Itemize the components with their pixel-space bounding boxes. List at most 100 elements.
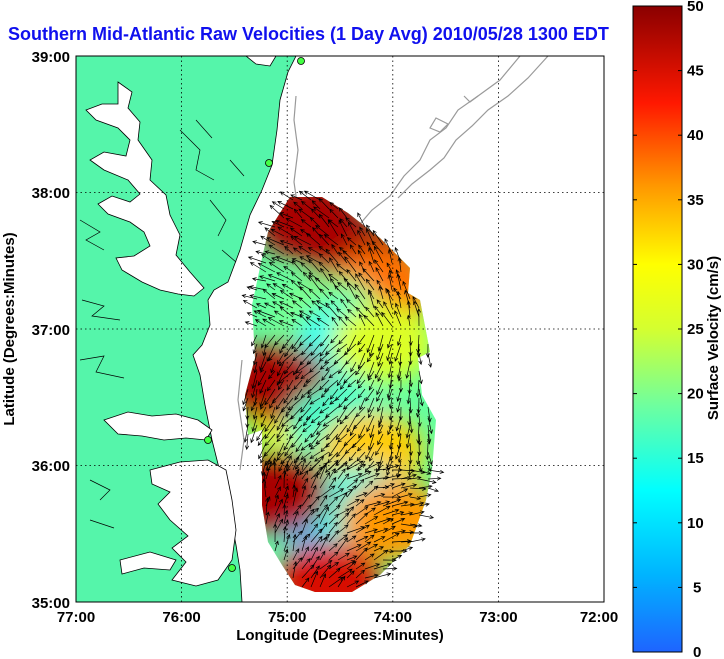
velocity-arrow — [337, 433, 348, 443]
velocity-arrow — [366, 241, 375, 255]
velocity-arrow — [295, 361, 312, 374]
velocity-arrow — [337, 492, 348, 507]
velocity-arrow — [346, 415, 357, 433]
velocity-arrow — [262, 478, 267, 498]
velocity-arrow — [270, 228, 285, 237]
velocity-arrow — [368, 406, 375, 419]
velocity-arrow — [300, 442, 312, 451]
velocity-arrow — [395, 302, 402, 318]
velocity-arrow — [391, 517, 406, 525]
velocity-arrow — [346, 298, 357, 309]
velocity-arrow — [331, 243, 339, 255]
velocity-arrow — [396, 388, 402, 402]
velocity-arrow — [292, 455, 300, 471]
velocity-arrow — [381, 311, 393, 327]
velocity-arrow — [367, 370, 375, 382]
velocity-arrow — [277, 226, 294, 237]
velocity-arrow — [404, 289, 411, 309]
velocity-arrow — [337, 575, 346, 588]
velocity-arrow — [277, 379, 285, 391]
x-axis-title: Longitude (Degrees:Minutes) — [236, 627, 444, 644]
velocity-arrow — [262, 471, 267, 489]
velocity-arrow — [260, 406, 267, 418]
velocity-arrow — [328, 476, 337, 489]
velocity-arrow — [374, 361, 384, 379]
velocity-arrow — [323, 234, 339, 246]
velocity-arrow — [346, 282, 357, 300]
velocity-arrow — [279, 212, 294, 219]
velocity-arrow — [356, 451, 366, 462]
velocity-arrow — [417, 433, 422, 446]
velocity-arrow — [301, 577, 310, 588]
velocity-arrow — [310, 424, 321, 438]
velocity-arrow — [394, 343, 402, 362]
velocity-arrow — [365, 442, 375, 460]
velocity-arrow — [253, 310, 267, 318]
velocity-arrow — [386, 288, 393, 309]
velocity-arrow — [300, 262, 312, 273]
velocity-arrow — [346, 513, 356, 525]
velocity-arrow — [329, 257, 339, 273]
velocity-arrow — [292, 560, 298, 579]
velocity-arrow — [245, 415, 250, 429]
velocity-arrow — [260, 235, 276, 246]
velocity-arrow — [382, 532, 400, 543]
velocity-arrow — [253, 361, 258, 374]
y-axis-title: Latitude (Degrees:Minutes) — [1, 232, 18, 425]
velocity-arrow — [272, 283, 285, 291]
velocity-arrow — [347, 379, 357, 388]
velocity-arrow — [290, 406, 303, 420]
velocity-arrow — [328, 488, 345, 498]
velocity-arrow — [355, 463, 366, 471]
velocity-arrow — [368, 260, 375, 273]
velocity-arrow — [260, 397, 267, 410]
velocity-arrow — [355, 478, 365, 489]
velocity-arrow — [405, 433, 411, 449]
station-marker — [228, 564, 236, 572]
velocity-arrow — [418, 469, 432, 475]
velocity-arrow — [425, 343, 430, 358]
velocity-arrow — [300, 229, 312, 237]
velocity-arrow — [301, 343, 312, 356]
velocity-arrow — [408, 352, 413, 366]
velocity-arrow — [388, 352, 393, 365]
velocity-arrow — [290, 235, 303, 246]
velocity-arrow — [279, 343, 285, 355]
x-tick-label: 76:00 — [162, 609, 200, 626]
velocity-arrow — [416, 307, 421, 327]
velocity-arrow — [305, 255, 321, 264]
station-marker — [204, 436, 212, 444]
velocity-arrow — [355, 471, 372, 480]
velocity-arrow — [274, 518, 284, 534]
velocity-arrow — [283, 533, 291, 552]
velocity-arrow — [355, 506, 369, 516]
station-marker — [265, 159, 273, 167]
velocity-arrow — [364, 573, 379, 579]
velocity-arrow — [263, 302, 276, 309]
velocity-arrow — [368, 379, 375, 391]
velocity-arrow — [251, 379, 258, 399]
velocity-arrow — [338, 219, 348, 237]
velocity-arrow — [298, 310, 312, 318]
velocity-arrow — [369, 343, 375, 358]
velocity-arrow — [241, 294, 258, 300]
velocity-arrow — [301, 535, 308, 552]
velocity-arrow — [427, 476, 442, 481]
velocity-arrow — [276, 451, 285, 462]
velocity-arrow — [255, 250, 267, 255]
velocity-arrow — [368, 246, 375, 264]
velocity-arrow — [382, 508, 400, 516]
velocity-arrow — [259, 352, 267, 372]
velocity-arrow — [355, 569, 366, 579]
velocity-arrow — [382, 495, 402, 500]
velocity-arrow — [301, 485, 307, 498]
velocity-arrow — [418, 514, 435, 520]
velocity-arrow — [357, 212, 366, 228]
velocity-arrow — [319, 573, 327, 588]
velocity-arrow — [357, 460, 366, 472]
velocity-arrow — [264, 424, 276, 440]
velocity-arrow — [284, 424, 294, 432]
velocity-arrow — [328, 529, 339, 543]
y-tick-labels: 39:00 38:00 37:00 36:00 35:00 — [32, 49, 70, 612]
y-tick-label: 37:00 — [32, 322, 70, 339]
